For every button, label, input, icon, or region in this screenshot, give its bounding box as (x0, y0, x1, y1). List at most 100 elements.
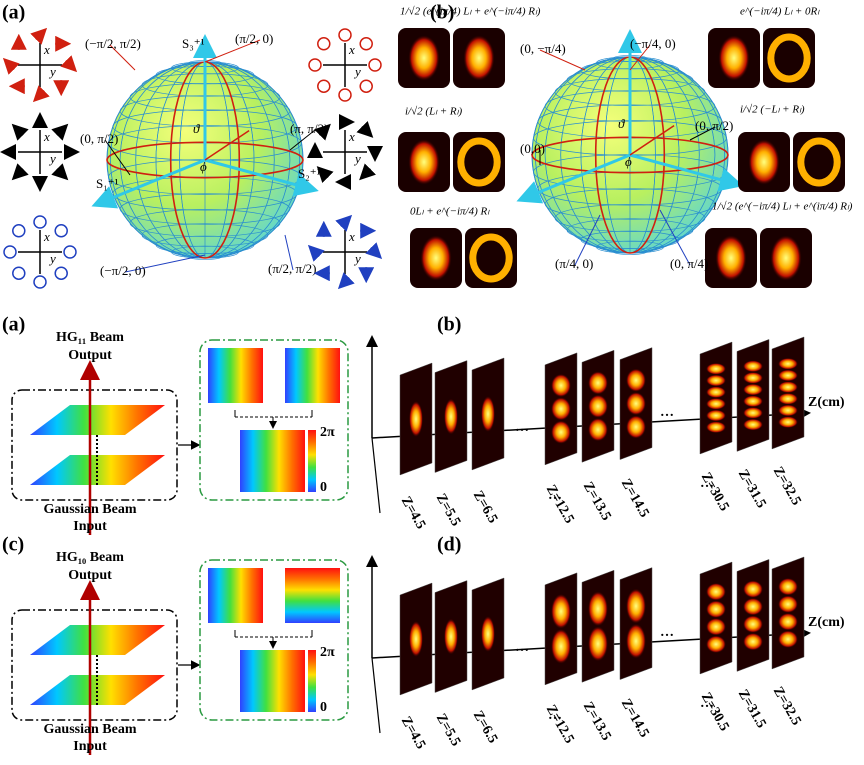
line (32, 85, 50, 103)
label: … (515, 640, 529, 655)
beam-spot (588, 626, 608, 662)
beam-spot (551, 593, 571, 629)
beam-spot (626, 623, 646, 659)
phase-plate (240, 650, 305, 712)
polarization (317, 37, 331, 51)
beam-spot (743, 360, 763, 373)
label: y (48, 251, 56, 266)
beam-spot (588, 371, 608, 395)
beam-spot (588, 591, 608, 627)
intensity-ring (797, 137, 841, 187)
beam-spot (743, 372, 763, 384)
label: 1/√2 (e^(−iπ/4) Lₗ + e^(iπ/4) Rₗ) (712, 201, 853, 213)
label: … (548, 488, 562, 503)
beam-spot (743, 418, 763, 431)
label: (π, π/2) (290, 121, 328, 136)
polarization (359, 79, 373, 93)
label: … (660, 405, 674, 420)
beam-frame (699, 341, 733, 455)
frame (199, 339, 349, 501)
beam-spot (706, 600, 726, 618)
beam-spot (778, 369, 798, 382)
intensity-blob (770, 235, 802, 281)
beam-spot (706, 398, 726, 410)
label: S₃⁺¹ (182, 36, 205, 51)
beam-spot (626, 415, 646, 439)
beam-spot (626, 368, 646, 392)
panel-label: (b) (430, 2, 454, 24)
colorbar (308, 650, 316, 712)
polarization (33, 275, 47, 289)
frame (199, 559, 349, 721)
label: (π/2, 0) (235, 31, 273, 46)
line (2, 57, 20, 75)
z-label: Z=6.5 (470, 708, 500, 746)
polarization (338, 28, 352, 42)
label: ϑ (618, 116, 625, 131)
label: i/√2 (−Lₗ + Rₗ) (740, 104, 805, 116)
intensity-blob (420, 235, 452, 281)
beam-spot (706, 386, 726, 398)
label: x (348, 129, 355, 144)
line (516, 153, 631, 204)
label: 0 (320, 480, 327, 495)
beam-spot (706, 635, 726, 653)
panel-label: (a) (2, 2, 25, 24)
label: Z(cm) (808, 395, 845, 410)
label: ϕ (200, 159, 207, 174)
label: 0 (320, 700, 327, 715)
beam-spot (626, 588, 646, 624)
beam-spot (743, 383, 763, 396)
beam-spot (743, 580, 763, 598)
panel-label: (a) (2, 314, 25, 336)
line (365, 242, 383, 260)
polarization (368, 58, 382, 72)
label: (0, π/2) (80, 131, 118, 146)
label: Gaussian Beam (44, 722, 137, 737)
polarization (3, 245, 17, 259)
label: e^(−iπ/4) Lₗ + 0Rₗ (740, 6, 820, 18)
line (371, 657, 381, 734)
label: S₂⁺¹ (298, 166, 321, 181)
label: (0, π/4) (670, 256, 708, 271)
beam-spot (778, 577, 798, 596)
label: Input (73, 739, 107, 754)
beam-spot (778, 595, 798, 613)
beam-spot (588, 394, 608, 418)
label: (−π/2, π/2) (85, 36, 141, 51)
line (359, 163, 377, 181)
z-label: Z=31.5 (735, 687, 769, 731)
line (316, 166, 334, 184)
beam-spot (706, 374, 726, 387)
line (104, 139, 131, 176)
intensity-ring (457, 137, 501, 187)
beam-spot (551, 628, 571, 664)
polarization (317, 79, 331, 93)
beam-spot (444, 618, 458, 655)
label: x (348, 42, 355, 57)
line (204, 129, 250, 161)
beam-spot (444, 398, 458, 435)
polarization (54, 224, 68, 238)
beam-spot (778, 416, 798, 428)
label: 2π (320, 645, 335, 660)
intensity-blob (463, 35, 495, 81)
line (11, 163, 29, 181)
beam-frame (736, 339, 770, 452)
panel-label: (b) (437, 314, 461, 336)
beam-spot (778, 381, 798, 393)
beam-spot (743, 395, 763, 408)
line (11, 123, 29, 141)
polarization (33, 215, 47, 229)
label: 0Lₗ + e^(−iπ/4) Rₗ (410, 206, 490, 218)
beam-spot (743, 597, 763, 616)
polarization (308, 58, 322, 72)
polarization (54, 266, 68, 280)
z-label: Z=32.5 (770, 464, 804, 508)
z-label: Z=14.5 (618, 697, 652, 741)
colorbar (308, 430, 316, 492)
label: … (515, 420, 529, 435)
beam-spot (778, 357, 798, 370)
line (109, 44, 136, 71)
